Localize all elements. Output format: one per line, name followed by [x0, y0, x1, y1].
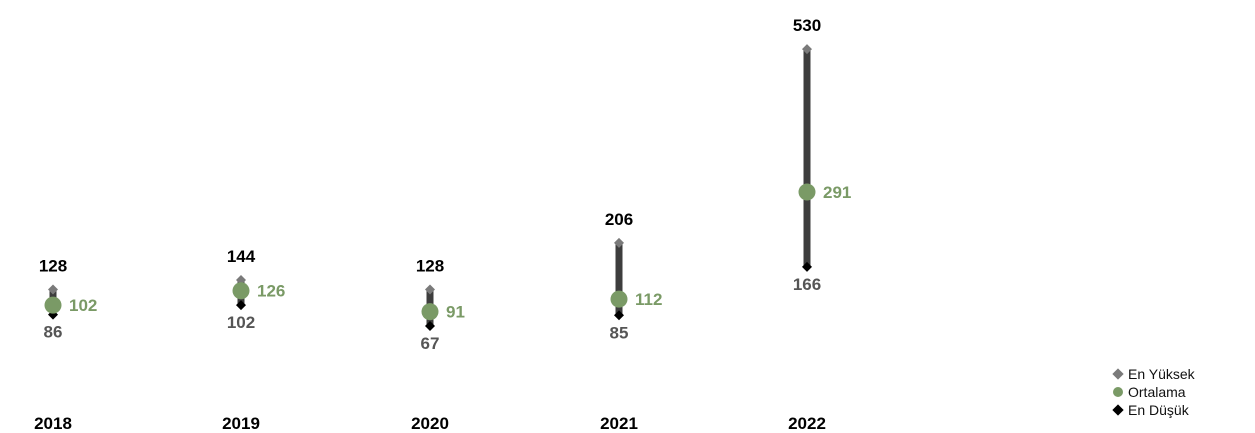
- average-marker-2020: [421, 303, 439, 321]
- average-value-label-2022: 291: [823, 183, 851, 202]
- legend-high-diamond-icon: [1112, 368, 1124, 380]
- high-value-label-2022: 530: [793, 16, 821, 35]
- x-tick-label-2018: 2018: [34, 414, 72, 433]
- average-value-label-2020: 91: [446, 303, 465, 322]
- low-marker-2021: [614, 310, 624, 321]
- high-value-label-2020: 128: [416, 257, 444, 276]
- average-marker-2018: [44, 296, 62, 314]
- x-tick-label-2022: 2022: [788, 414, 826, 433]
- high-marker-2020: [425, 284, 435, 295]
- high-value-label-2021: 206: [605, 210, 633, 229]
- x-tick-label-2021: 2021: [600, 414, 638, 433]
- legend-item-average: Ortalama: [1112, 383, 1195, 401]
- legend-label-average: Ortalama: [1128, 384, 1186, 400]
- chart-legend: En Yüksek Ortalama En Düşük: [1112, 365, 1195, 419]
- legend-average-circle-icon: [1112, 386, 1124, 398]
- low-value-label-2021: 85: [610, 323, 629, 342]
- range-bar-2022: [803, 49, 811, 267]
- high-marker-2019: [236, 274, 246, 285]
- legend-label-low: En Düşük: [1128, 402, 1189, 418]
- range-bar-2021: [615, 242, 623, 316]
- low-value-label-2022: 166: [793, 275, 821, 294]
- high-marker-2021: [614, 237, 624, 248]
- average-marker-2022: [798, 183, 816, 201]
- high-marker-2018: [48, 284, 58, 295]
- low-value-label-2020: 67: [421, 334, 440, 353]
- high-marker-2022: [802, 44, 812, 55]
- legend-low-diamond-icon: [1112, 404, 1124, 416]
- average-value-label-2018: 102: [69, 296, 97, 315]
- legend-item-high: En Yüksek: [1112, 365, 1195, 383]
- high-value-label-2018: 128: [39, 257, 67, 276]
- legend-item-low: En Düşük: [1112, 401, 1195, 419]
- low-value-label-2018: 86: [44, 323, 63, 342]
- low-value-label-2019: 102: [227, 313, 255, 332]
- low-marker-2019: [236, 300, 246, 311]
- low-marker-2020: [425, 321, 435, 332]
- average-marker-2021: [610, 290, 628, 308]
- average-marker-2019: [232, 282, 250, 300]
- average-value-label-2021: 112: [635, 290, 662, 309]
- x-tick-label-2019: 2019: [222, 414, 260, 433]
- average-value-label-2019: 126: [257, 282, 285, 301]
- legend-label-high: En Yüksek: [1128, 366, 1195, 382]
- high-value-label-2019: 144: [227, 247, 256, 266]
- low-marker-2022: [802, 261, 812, 272]
- x-tick-label-2020: 2020: [411, 414, 449, 433]
